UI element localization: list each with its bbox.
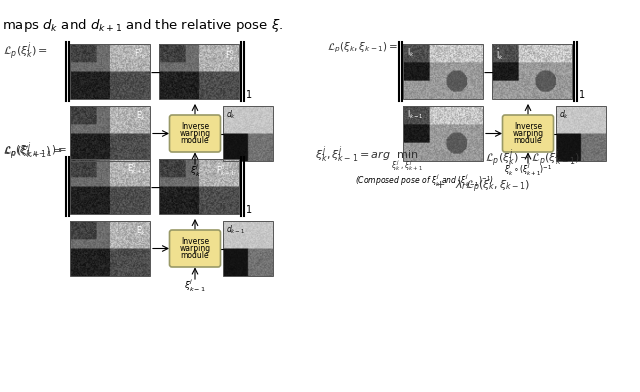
FancyBboxPatch shape <box>502 115 554 152</box>
Text: 1: 1 <box>246 90 252 100</box>
Text: $\mathcal{L}_p(\xi^\prime_{k,k-1}) =$: $\mathcal{L}_p(\xi^\prime_{k,k-1}) =$ <box>3 143 67 160</box>
FancyBboxPatch shape <box>170 230 221 267</box>
Text: $-$: $-$ <box>149 65 161 78</box>
Bar <box>223 106 273 161</box>
Text: $d_{k-1}$: $d_{k-1}$ <box>226 223 245 236</box>
FancyBboxPatch shape <box>170 115 221 152</box>
Text: $\xi_k^j \circ (\xi_{k+1}^j)^{-1}$: $\xi_k^j \circ (\xi_{k+1}^j)^{-1}$ <box>504 162 552 178</box>
Text: $\mathrm{I}_{k}$: $\mathrm{I}_{k}$ <box>407 46 415 58</box>
Text: $+\quad\lambda_r \mathcal{L}_p(\xi_k, \xi_{k-1})$: $+\quad\lambda_r \mathcal{L}_p(\xi_k, \x… <box>435 179 531 195</box>
Bar <box>159 159 239 214</box>
Text: 1: 1 <box>579 90 585 100</box>
Text: $d_k$: $d_k$ <box>226 108 236 120</box>
Text: module: module <box>180 136 209 145</box>
Text: $\mathcal{L}_p(\xi_k^j) - \mathcal{L}_p(\xi_{k-1}^j)$: $\mathcal{L}_p(\xi_k^j) - \mathcal{L}_p(… <box>485 148 580 170</box>
Bar <box>556 106 606 161</box>
Text: 1: 1 <box>246 205 252 215</box>
Text: $\mathcal{L}_p(\xi_k^j) =$: $\mathcal{L}_p(\xi_k^j) =$ <box>3 41 48 63</box>
Text: $d_k$: $d_k$ <box>559 108 569 120</box>
Text: $\hat{\mathrm{F}}^{0}_{k}$: $\hat{\mathrm{F}}^{0}_{k}$ <box>225 46 235 63</box>
Text: $\xi_k^j$: $\xi_k^j$ <box>189 163 200 179</box>
Text: module: module <box>180 251 209 260</box>
Text: warping: warping <box>179 244 211 253</box>
Text: module: module <box>514 136 542 145</box>
Text: $\mathrm{E}^{i}_{k}$: $\mathrm{E}^{i}_{k}$ <box>136 108 146 123</box>
Text: $\mathrm{F}^{0}_{*k}$: $\mathrm{F}^{0}_{*k}$ <box>134 46 146 61</box>
Text: warping: warping <box>179 129 211 138</box>
Bar <box>403 106 483 161</box>
Bar <box>492 44 572 99</box>
Text: (Composed pose of $\xi_k^j$ and $(\xi_{k-1}^j)^{-1}$): (Composed pose of $\xi_k^j$ and $(\xi_{k… <box>355 173 494 189</box>
Text: $-$: $-$ <box>149 180 161 194</box>
Text: $\mathrm{I}_{k-1}$: $\mathrm{I}_{k-1}$ <box>407 108 424 120</box>
Text: $\xi_k^j, \xi_{k-1}^j = arg\,\min_{\xi_k^j, \xi_{k+1}^j}$: $\xi_k^j, \xi_{k-1}^j = arg\,\min_{\xi_k… <box>315 144 423 174</box>
Text: Inverse: Inverse <box>181 122 209 131</box>
Text: $\hat{\mathrm{I}}_{k}$: $\hat{\mathrm{I}}_{k}$ <box>496 46 504 62</box>
Bar <box>403 44 483 99</box>
Text: $\mathcal{L}_p(\xi_{k+1}^j) =$: $\mathcal{L}_p(\xi_{k+1}^j) =$ <box>3 141 63 163</box>
Bar <box>70 221 150 276</box>
Text: Inverse: Inverse <box>514 122 542 131</box>
Bar <box>70 44 150 99</box>
Bar <box>159 44 239 99</box>
Text: $\mathrm{E}^{i}_{k}$: $\mathrm{E}^{i}_{k}$ <box>136 223 146 238</box>
Bar <box>70 106 150 161</box>
Text: warping: warping <box>513 129 543 138</box>
Text: $\mathcal{L}_p(\xi_k, \xi_{k-1}) =$: $\mathcal{L}_p(\xi_k, \xi_{k-1}) =$ <box>327 41 398 55</box>
Text: $\mathrm{E}^{0}_{k+1}$: $\mathrm{E}^{0}_{k+1}$ <box>127 161 146 176</box>
Bar <box>70 159 150 214</box>
Text: Inverse: Inverse <box>181 237 209 246</box>
Text: $\hat{\mathrm{F}}^{0}_{k-1}$: $\hat{\mathrm{F}}^{0}_{k-1}$ <box>216 161 235 178</box>
Text: $-$: $-$ <box>483 65 495 78</box>
Text: $\xi_{k-1}^j$: $\xi_{k-1}^j$ <box>184 278 206 294</box>
Bar <box>223 221 273 276</box>
Text: maps $d_k$ and $d_{k+1}$ and the relative pose $\xi$.: maps $d_k$ and $d_{k+1}$ and the relativ… <box>2 17 283 34</box>
